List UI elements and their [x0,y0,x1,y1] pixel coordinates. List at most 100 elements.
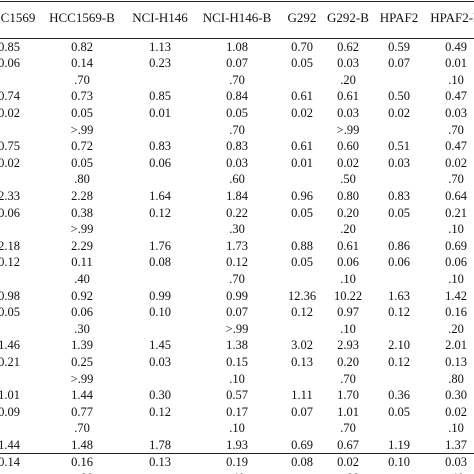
table-cell: 0.10 [149,305,171,320]
table-cell: .70 [340,421,356,436]
table-cell: 0.61 [291,139,313,154]
table-cell: 1.38 [226,338,248,353]
table-cell [0,420,36,437]
table-cell: 0.08 [149,255,171,270]
table-cell: 1.64 [149,189,171,204]
table-row: >.99 .40 >.99 .40 [0,470,474,474]
table-cell [0,171,36,188]
table-cell: .80 [74,172,90,187]
table-cell: 0.01 [149,106,171,121]
table-cell: 1.63 [388,288,410,303]
table-row: >.99 .70 >.99 .70 [0,121,474,138]
header-row: HCC1569 HCC1569-B NCI-H146 NCI-H146-B G292 G2… [0,0,474,36]
table-cell: .10 [448,72,464,87]
table-cell: 0.83 [388,189,410,204]
table-cell: 0.08 [291,454,313,469]
table-row: 1.441.481.781.930.690.671.191.370. [0,437,474,454]
table-cell: 0.07 [291,404,313,419]
table-cell: 0.02 [337,155,359,170]
table-cell: 0.05 [388,404,410,419]
table-cell: 2.01 [445,338,467,353]
table-cell: .20 [340,72,356,87]
column-header: G292-B [327,10,369,25]
table-cell [282,221,322,238]
table-cell: 0.03 [149,354,171,369]
table-cell: 1.13 [149,40,171,54]
table-cell [374,121,424,138]
column-header: HPAF2-B [430,10,474,25]
table-cell [128,72,192,89]
table-cell: 1.73 [226,238,248,253]
table-cell: .10 [340,272,356,287]
table-cell: .10 [229,421,245,436]
table-cell: 0.16 [71,454,93,469]
table-cell: 3.02 [291,338,313,353]
table-cell: 0.51 [388,139,410,154]
table-cell: .40 [424,470,474,474]
table-row: .40 .70 .10 .10 [0,271,474,288]
table-cell: 0.14 [71,56,93,71]
table-cell: .50 [340,172,356,187]
table-cell: 0.07 [388,56,410,71]
table-cell [374,171,424,188]
table-cell: 1.48 [71,437,93,452]
table-cell: .60 [229,172,245,187]
table-cell: 0.12 [388,354,410,369]
table-cell: 1.01 [337,404,359,419]
table-cell: 0.60 [337,139,359,154]
table-cell: 0.02 [445,404,467,419]
table-row: 0.140.160.130.190.080.020.100.030. [0,453,474,470]
table-cell: .70 [448,122,464,137]
table-cell: .70 [340,371,356,386]
table-cell: 0.06 [0,56,20,71]
table-cell: 2.33 [0,189,20,204]
table-cell: 0.36 [388,388,410,403]
table-row: 0.060.140.230.070.050.030.070.010. [0,55,474,72]
table-cell: 1.01 [0,388,20,403]
table-cell: 0.61 [337,89,359,104]
table-cell [282,271,322,288]
table-cell: 0.25 [71,354,93,369]
table-cell: 0.20 [337,354,359,369]
table-cell [282,420,322,437]
table-cell: 0.03 [445,106,467,121]
table-cell: 0.22 [226,205,248,220]
table-row: 1.011.440.300.571.111.700.360.300. [0,387,474,404]
table-cell: 0.49 [445,40,467,54]
table-cell: 2.93 [337,338,359,353]
table-cell: 0.06 [149,155,171,170]
table-cell: 0.82 [71,40,93,54]
table-cell: 0.12 [388,305,410,320]
table-cell: 0.85 [149,89,171,104]
table-cell: 0.50 [388,89,410,104]
table-cell: 1.44 [71,388,93,403]
table-cell: 0.02 [388,106,410,121]
table-cell: 1.78 [149,437,171,452]
header-rule [0,38,474,39]
table-cell: 0.11 [71,255,93,270]
table-cell: 0.12 [149,404,171,419]
table-cell: 0.38 [71,205,93,220]
table-cell: 2.28 [71,189,93,204]
table-cell: 0.57 [226,388,248,403]
table-row: .70 .70 .20 .10 [0,72,474,89]
table-cell [128,121,192,138]
table-cell: 0.67 [337,437,359,452]
table-row: 0.850.821.131.080.700.620.590.490. [0,36,474,55]
table-cell [128,221,192,238]
table-row: 0.120.110.080.120.050.060.060.060. [0,254,474,271]
table-cell: .10 [340,321,356,336]
table-cell: 0.96 [291,189,313,204]
table-cell: 0.13 [291,354,313,369]
table-cell [0,271,36,288]
table-row: 0.210.250.030.150.130.200.120.130. [0,354,474,371]
table-cell: 1.44 [0,437,20,452]
table-cell: 0.03 [337,56,359,71]
table-row: 0.050.060.100.070.120.970.120.160. [0,304,474,321]
table-cell: 0.07 [226,305,248,320]
table-cell: 0.05 [226,106,248,121]
table-cell [0,370,36,387]
table-row: 0.090.770.120.170.071.010.050.020. [0,403,474,420]
table-cell: 0.47 [445,139,467,154]
table-cell: 1.11 [291,388,313,403]
